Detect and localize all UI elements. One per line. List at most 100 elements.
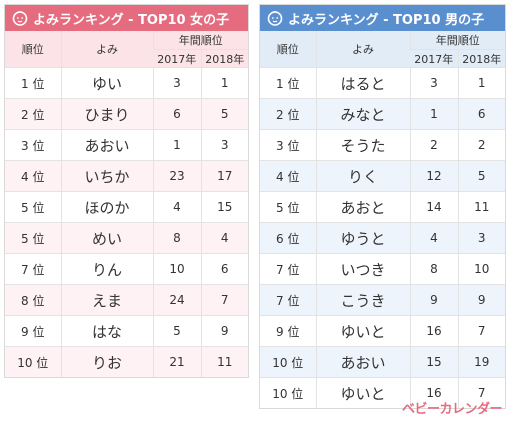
rank-2018-cell: 17 <box>200 160 248 192</box>
rank-header: 順位 <box>5 31 61 68</box>
rank-2018-cell: 2 <box>457 129 505 161</box>
yomi-cell: ゆい <box>60 67 153 99</box>
rank-2017-cell: 16 <box>409 315 458 347</box>
table-row: 1 位はると 3 1 <box>260 67 505 99</box>
year-2017-header: 2017年 <box>410 49 458 68</box>
year-rank-header: 年間順位 <box>409 31 505 50</box>
table-row: 9 位はな 5 9 <box>5 315 248 347</box>
yomi-cell: あおい <box>60 129 153 161</box>
girls-ranking-panel: よみランキング - TOP10 女の子 順位 よみ 年間順位 2017年 201… <box>4 4 249 378</box>
rank-2018-cell: 15 <box>200 191 248 223</box>
rank-2018-cell: 3 <box>200 129 248 161</box>
rank-2018-cell: 10 <box>457 253 505 285</box>
rank-cell: 9 位 <box>5 315 61 347</box>
table-row: 7 位いつき 8 10 <box>260 253 505 285</box>
yomi-cell: ほのか <box>60 191 153 223</box>
table-row: 7 位りん 10 6 <box>5 253 248 285</box>
rank-2018-cell: 7 <box>200 284 248 316</box>
table-row: 10 位ゆいと 16 7 <box>260 377 505 408</box>
rank-cell: 7 位 <box>260 284 316 316</box>
yomi-cell: りく <box>315 160 410 192</box>
rank-cell: 4 位 <box>5 160 61 192</box>
rank-2017-cell: 23 <box>152 160 201 192</box>
table-row: 5 位めい 8 4 <box>5 222 248 254</box>
rank-cell: 4 位 <box>260 160 316 192</box>
year-rank-header: 年間順位 <box>152 31 248 50</box>
rank-cell: 8 位 <box>5 284 61 316</box>
yomi-cell: みなと <box>315 98 410 130</box>
yomi-cell: りん <box>60 253 153 285</box>
year-2017-header: 2017年 <box>153 49 201 68</box>
baby-face-icon <box>12 11 28 26</box>
table-row: 3 位あおい 1 3 <box>5 129 248 161</box>
rank-2018-cell: 9 <box>457 284 505 316</box>
yomi-cell: めい <box>60 222 153 254</box>
rank-cell: 5 位 <box>5 222 61 254</box>
rank-2018-cell: 7 <box>457 377 505 408</box>
yomi-cell: ゆいと <box>315 377 410 408</box>
rank-2017-cell: 24 <box>152 284 201 316</box>
table-row: 7 位こうき 9 9 <box>260 284 505 316</box>
rank-cell: 1 位 <box>5 67 61 99</box>
rank-2018-cell: 6 <box>457 98 505 130</box>
rank-2017-cell: 15 <box>409 346 458 378</box>
rank-cell: 3 位 <box>260 129 316 161</box>
rank-2018-cell: 1 <box>200 67 248 99</box>
yomi-header: よみ <box>315 31 410 68</box>
rank-2017-cell: 10 <box>152 253 201 285</box>
rank-2017-cell: 1 <box>152 129 201 161</box>
yomi-cell: はな <box>60 315 153 347</box>
rank-2018-cell: 19 <box>457 346 505 378</box>
yomi-cell: いつき <box>315 253 410 285</box>
girls-title-bar: よみランキング - TOP10 女の子 <box>5 5 248 31</box>
rank-2018-cell: 6 <box>200 253 248 285</box>
rank-cell: 1 位 <box>260 67 316 99</box>
rank-2017-cell: 5 <box>152 315 201 347</box>
yomi-cell: いちか <box>60 160 153 192</box>
table-row: 2 位ひまり 6 5 <box>5 98 248 130</box>
rank-cell: 6 位 <box>260 222 316 254</box>
yomi-cell: あおい <box>315 346 410 378</box>
table-row: 10 位あおい 15 19 <box>260 346 505 378</box>
rank-2017-cell: 6 <box>152 98 201 130</box>
table-row: 1 位ゆい 3 1 <box>5 67 248 99</box>
brand-logo: ベビーカレンダー <box>401 402 503 417</box>
table-row: 9 位ゆいと 16 7 <box>260 315 505 347</box>
rank-2018-cell: 9 <box>200 315 248 347</box>
rank-cell: 5 位 <box>5 191 61 223</box>
table-row: 10 位りお 21 11 <box>5 346 248 377</box>
year-2018-header: 2018年 <box>200 49 248 68</box>
boys-ranking-panel: よみランキング - TOP10 男の子 順位 よみ 年間順位 2017年 201… <box>259 4 506 409</box>
rank-2018-cell: 5 <box>457 160 505 192</box>
boys-title: よみランキング - TOP10 男の子 <box>288 12 485 28</box>
rank-2017-cell: 4 <box>409 222 458 254</box>
yomi-cell: はると <box>315 67 410 99</box>
girls-title: よみランキング - TOP10 女の子 <box>33 12 230 28</box>
table-row: 2 位みなと 1 6 <box>260 98 505 130</box>
boys-title-bar: よみランキング - TOP10 男の子 <box>260 5 505 31</box>
yomi-cell: ゆいと <box>315 315 410 347</box>
rank-cell: 10 位 <box>260 377 316 408</box>
rank-2017-cell: 8 <box>409 253 458 285</box>
rank-2018-cell: 4 <box>200 222 248 254</box>
rank-2018-cell: 5 <box>200 98 248 130</box>
year-2018-header: 2018年 <box>457 49 505 68</box>
rank-2018-cell: 11 <box>457 191 505 223</box>
yomi-cell: ゆうと <box>315 222 410 254</box>
rank-cell: 2 位 <box>5 98 61 130</box>
girls-ranking-table: 順位 よみ 年間順位 2017年 2018年 1 位ゆい 3 1 2 位ひまり 6 5 3 … <box>5 31 248 377</box>
table-row: 8 位えま 24 7 <box>5 284 248 316</box>
rank-cell: 3 位 <box>5 129 61 161</box>
table-row: 4 位りく 12 5 <box>260 160 505 192</box>
yomi-cell: あおと <box>315 191 410 223</box>
rank-cell: 10 位 <box>260 346 316 378</box>
rank-2017-cell: 3 <box>409 67 458 99</box>
rank-cell: 9 位 <box>260 315 316 347</box>
rank-2017-cell: 2 <box>409 129 458 161</box>
yomi-cell: こうき <box>315 284 410 316</box>
yomi-cell: ひまり <box>60 98 153 130</box>
table-row: 4 位いちか 23 17 <box>5 160 248 192</box>
rank-cell: 10 位 <box>5 346 61 377</box>
rank-2017-cell: 9 <box>409 284 458 316</box>
yomi-cell: えま <box>60 284 153 316</box>
